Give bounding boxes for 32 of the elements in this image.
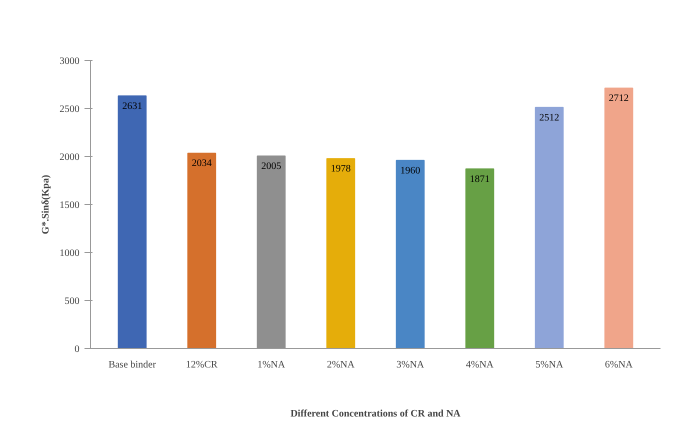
data-label: 2712 [608,93,629,104]
bar [534,106,564,348]
bar [326,158,356,348]
y-tick-label: 500 [64,296,80,307]
bar [396,160,425,348]
x-tick-label: Base binder [108,360,157,370]
data-label: 2034 [192,158,212,170]
y-axis-title: G*.Sinδ(Kpa) [40,174,52,234]
y-tick-label: 3000 [60,56,80,67]
bar [187,152,216,348]
data-label: 1871 [470,174,490,185]
x-tick-label: 5%NA [535,360,564,370]
bar [118,95,147,348]
x-tick-label: 6%NA [604,360,634,370]
x-tick-label: 2%NA [326,360,356,370]
data-label: 1978 [330,164,351,175]
y-tick-label: 2500 [60,104,80,115]
x-axis-title: Different Concentrations of CR and NA [290,408,462,420]
data-label: 1960 [400,165,420,176]
data-label: 2512 [539,112,560,124]
x-tick-label: 1%NA [257,360,286,370]
y-tick-label: 1000 [60,248,80,259]
data-label: 2005 [261,161,282,172]
y-tick-label: 0 [74,344,80,355]
x-tick-label: 12%CR [186,360,218,370]
y-tick-label: 1500 [60,200,80,211]
data-label: 2631 [122,100,142,112]
bar [465,168,494,348]
x-tick-label: 4%NA [466,360,494,370]
bar [604,88,634,348]
y-tick-label: 2000 [60,152,80,163]
x-tick-label: 3%NA [396,360,425,370]
